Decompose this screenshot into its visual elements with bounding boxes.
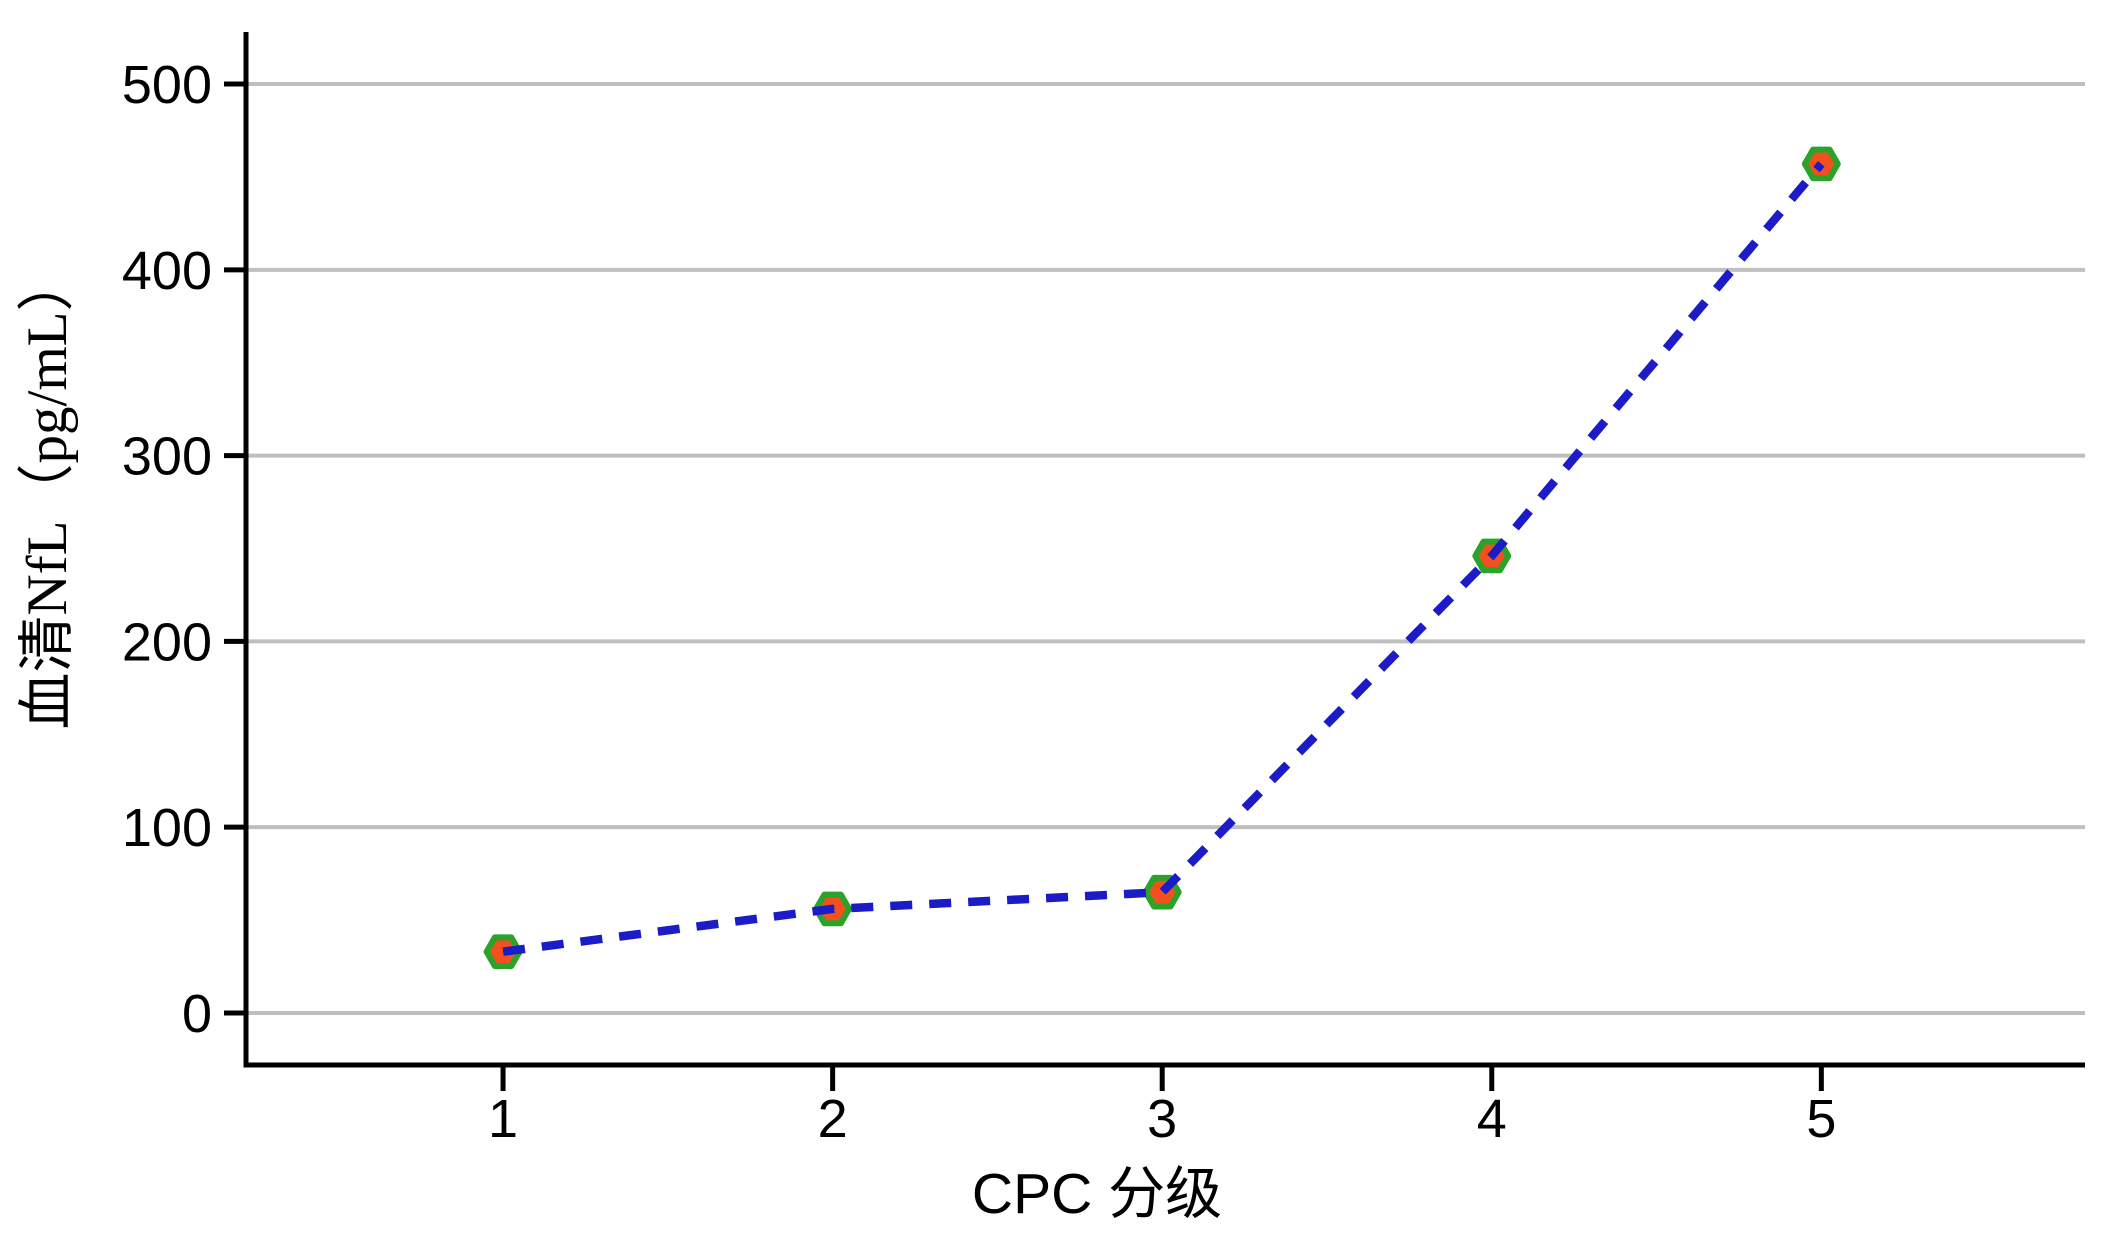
x-tick-label-5: 5 [1806, 1089, 1836, 1149]
x-tick-label-3: 3 [1147, 1089, 1177, 1149]
y-tick-label-0: 0 [182, 984, 212, 1044]
trend-line [502, 161, 1825, 956]
x-tick-label-2: 2 [818, 1089, 848, 1149]
x-tick-label-1: 1 [488, 1089, 518, 1149]
y-tick-label-200: 200 [122, 612, 212, 672]
data-point-cpc-1 [483, 934, 523, 969]
y-tick-label-400: 400 [122, 241, 212, 301]
x-axis-title: CPC 分级 [972, 1162, 1222, 1226]
y-tick-label-100: 100 [122, 798, 212, 858]
y-tick-label-500: 500 [122, 55, 212, 115]
y-axis-title: 血清NfL（pg/mL） [16, 255, 79, 730]
x-tick-label-4: 4 [1477, 1089, 1507, 1149]
y-tick-label-300: 300 [122, 427, 212, 487]
